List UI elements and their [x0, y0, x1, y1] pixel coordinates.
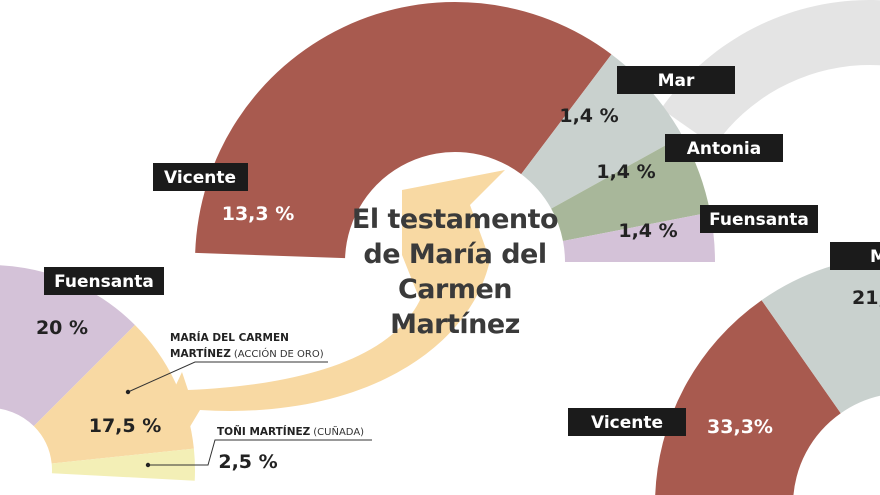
leader-line-toni: [148, 439, 372, 466]
label-vicente-br: Vicente: [568, 408, 686, 436]
slice-fuensanta-top: [562, 212, 715, 262]
label-fuensanta-top-text: Fuensanta: [709, 210, 809, 230]
label-maria-line2: MARTÍNEZ (ACCIÓN DE ORO): [170, 347, 324, 360]
top-donut: [195, 1, 715, 262]
label-toni-note: (CUÑADA): [313, 425, 364, 438]
label-maria-line1: MARÍA DEL CARMEN: [170, 331, 289, 344]
label-toni: TOÑI MARTÍNEZ (CUÑADA): [217, 425, 364, 438]
label-mar-br-bg: [830, 242, 880, 270]
value-mar-top: 1,4 %: [559, 105, 618, 127]
leader-line-maria: [127, 361, 328, 393]
bottom-left-donut: [0, 265, 196, 481]
leader-dot-maria: [125, 389, 131, 395]
label-fuensanta-bl: Fuensanta: [44, 267, 164, 295]
label-maria-name: MARTÍNEZ: [170, 347, 231, 360]
value-vicente-top: 13,3 %: [222, 203, 295, 225]
slice-vicente-br: [655, 300, 841, 495]
label-maria-note: (ACCIÓN DE ORO): [234, 347, 324, 360]
title-line-4: Martínez: [390, 309, 520, 340]
label-vicente-top: Vicente: [153, 163, 248, 191]
title-line-3: Carmen: [398, 274, 512, 305]
value-maria-bl: 17,5 %: [89, 415, 162, 437]
transfer-arrow: [168, 170, 505, 430]
title-line-1: El testamento: [352, 204, 558, 235]
value-vicente-br: 33,3%: [707, 416, 773, 438]
bottom-right-donut: [655, 256, 880, 495]
chart-title: El testamento de María del Carmen Martín…: [352, 204, 559, 340]
label-fuensanta-bl-text: Fuensanta: [54, 272, 154, 292]
label-vicente-top-bg: [153, 163, 248, 191]
title-line-2: de María del: [363, 239, 546, 270]
label-mar-top-text: Mar: [658, 71, 695, 91]
label-antonia-top-bg: [665, 134, 783, 162]
slice-maria-bl: [33, 325, 194, 464]
value-fuensanta-bl: 20 %: [36, 317, 88, 339]
label-mar-br: M: [830, 242, 880, 270]
slice-toni-bl: [51, 448, 196, 481]
value-toni-bl: 2,5 %: [218, 451, 277, 473]
value-antonia-top: 1,4 %: [596, 161, 655, 183]
slice-vicente-top: [195, 1, 612, 259]
label-mar-top-bg: [617, 66, 735, 94]
background-arc: [661, 0, 880, 147]
label-mar-br-text: M: [870, 247, 880, 267]
slice-fuensanta-bl: [0, 265, 135, 427]
label-vicente-br-bg: [568, 408, 686, 436]
label-fuensanta-top: Fuensanta: [700, 205, 818, 233]
label-vicente-br-text: Vicente: [591, 413, 663, 433]
label-fuensanta-bl-bg: [44, 267, 164, 295]
leader-dot-toni: [145, 462, 151, 468]
label-toni-name: TOÑI MARTÍNEZ: [217, 425, 311, 438]
label-antonia-top: Antonia: [665, 134, 783, 162]
label-vicente-top-text: Vicente: [164, 168, 236, 188]
slice-mar-br: [761, 256, 880, 414]
label-fuensanta-top-bg: [700, 205, 818, 233]
slice-antonia-top: [551, 135, 711, 242]
label-antonia-top-text: Antonia: [687, 139, 761, 159]
label-mar-top: Mar: [617, 66, 735, 94]
value-mar-br: 21,: [852, 287, 880, 309]
value-fuensanta-top: 1,4 %: [618, 220, 677, 242]
